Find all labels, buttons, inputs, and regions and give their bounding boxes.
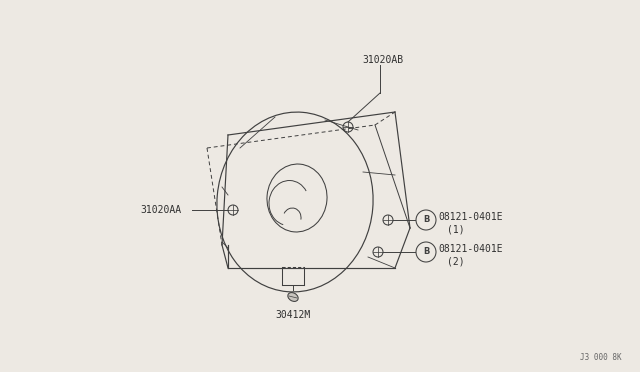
Text: (1): (1): [447, 225, 465, 235]
Text: B: B: [423, 247, 429, 257]
Text: 31020AB: 31020AB: [362, 55, 404, 65]
Ellipse shape: [288, 292, 298, 301]
Text: 31020AA: 31020AA: [140, 205, 181, 215]
Text: J3 000 8K: J3 000 8K: [580, 353, 622, 362]
Text: 08121-0401E: 08121-0401E: [438, 212, 502, 222]
Text: (2): (2): [447, 257, 465, 267]
Text: B: B: [423, 215, 429, 224]
Text: 08121-0401E: 08121-0401E: [438, 244, 502, 254]
Text: 30412M: 30412M: [275, 310, 310, 320]
